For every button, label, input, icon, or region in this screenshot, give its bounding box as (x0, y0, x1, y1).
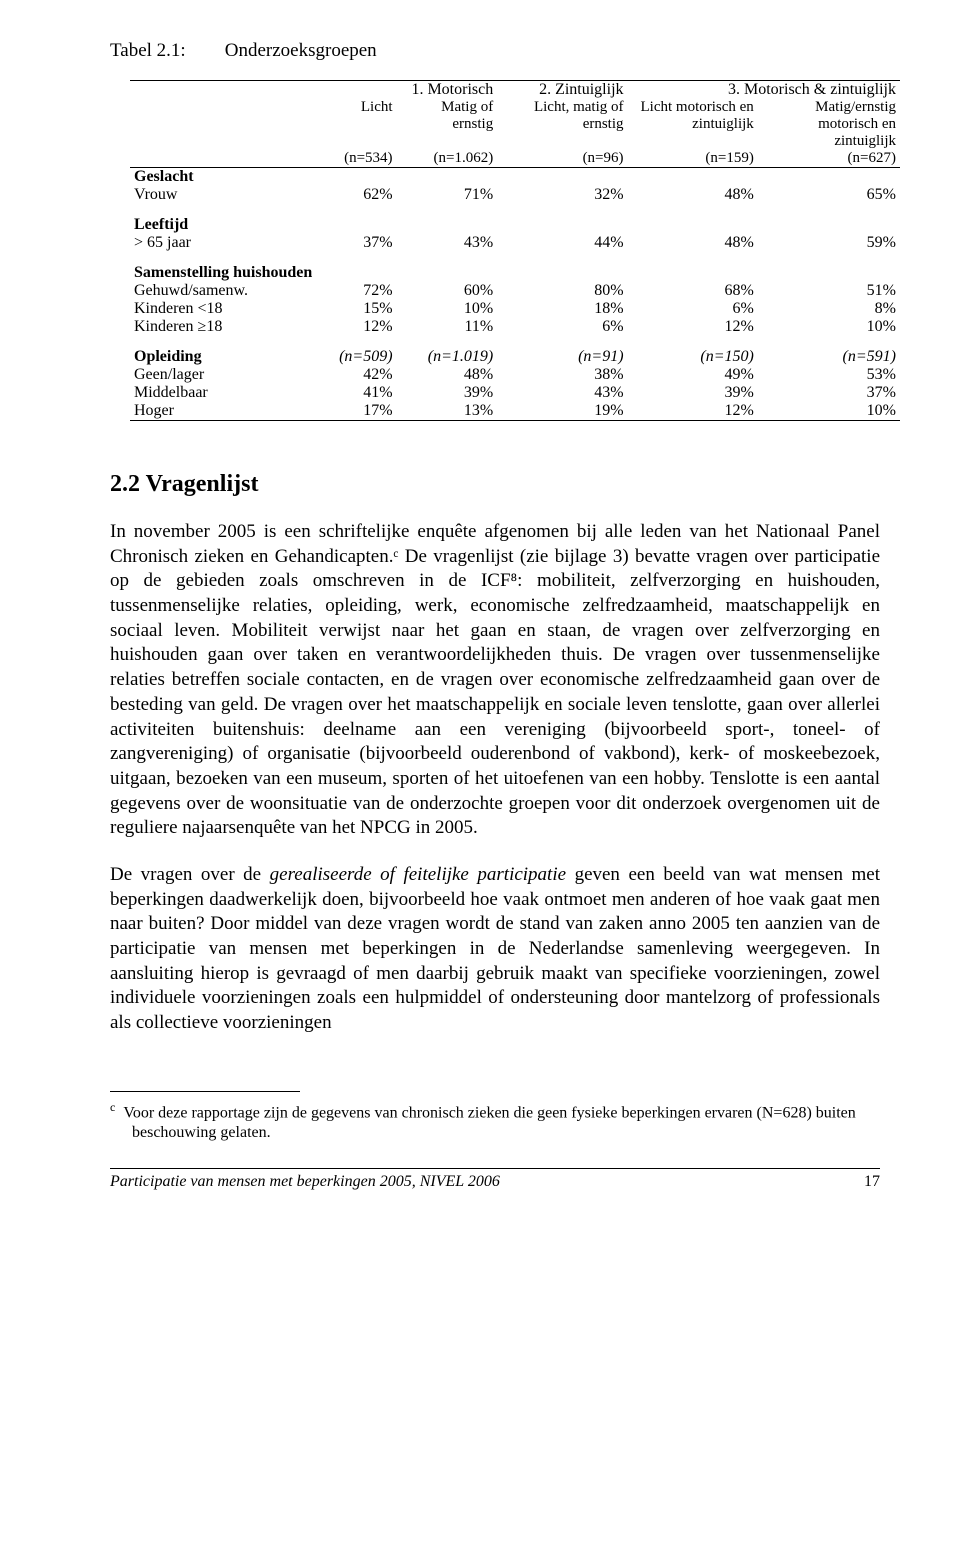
body-paragraph: In november 2005 is een schriftelijke en… (110, 520, 880, 841)
cell: 8% (758, 300, 900, 318)
row-label: Middelbaar (130, 384, 308, 402)
cell: 49% (628, 366, 758, 384)
row-header: Opleiding (130, 348, 308, 366)
row-label: Hoger (130, 402, 308, 421)
footnote: c Voor deze rapportage zijn de gegevens … (110, 1100, 880, 1143)
col-header: Licht motorisch en zintuiglijk (628, 99, 758, 150)
col-header: Licht (308, 99, 397, 150)
row-label: Kinderen <18 (130, 300, 308, 318)
footnote-mark: c (110, 1100, 115, 1114)
footer-left: Participatie van mensen met beperkingen … (110, 1173, 500, 1191)
cell: 37% (758, 384, 900, 402)
cell: 15% (308, 300, 397, 318)
cell: (n=1.019) (397, 348, 498, 366)
row-label: Kinderen ≥18 (130, 318, 308, 336)
cell: 68% (628, 282, 758, 300)
cell: (n=591) (758, 348, 900, 366)
cell: (n=91) (497, 348, 627, 366)
cell: 19% (497, 402, 627, 421)
cell: 32% (497, 186, 627, 204)
cell: 18% (497, 300, 627, 318)
col-header: Licht, matig of ernstig (497, 99, 627, 150)
group-header: 1. Motorisch (308, 81, 498, 100)
row-label: Geen/lager (130, 366, 308, 384)
col-header: Matig/ernstig motorisch en zintuiglijk (758, 99, 900, 150)
page-footer: Participatie van mensen met beperkingen … (110, 1168, 880, 1191)
n-cell: (n=627) (758, 150, 900, 168)
cell: (n=509) (308, 348, 397, 366)
cell: 71% (397, 186, 498, 204)
para-emphasis: gerealiseerde of feitelijke participatie (270, 864, 566, 885)
cell: 43% (397, 234, 498, 252)
cell: 48% (628, 186, 758, 204)
cell: 10% (397, 300, 498, 318)
n-cell: (n=1.062) (397, 150, 498, 168)
row-label: > 65 jaar (130, 234, 308, 252)
cell: 13% (397, 402, 498, 421)
group-header: 2. Zintuiglijk (497, 81, 627, 100)
group-header: 3. Motorisch & zintuiglijk (628, 81, 900, 100)
section-heading: 2.2 Vragenlijst (110, 471, 880, 498)
n-cell: (n=96) (497, 150, 627, 168)
table-number: Tabel 2.1: (110, 40, 220, 62)
cell: 48% (628, 234, 758, 252)
cell: 12% (628, 402, 758, 421)
cell: 12% (628, 318, 758, 336)
n-cell: (n=534) (308, 150, 397, 168)
row-header: Leeftijd (130, 216, 900, 234)
cell: 51% (758, 282, 900, 300)
cell: 41% (308, 384, 397, 402)
cell: 44% (497, 234, 627, 252)
cell: 42% (308, 366, 397, 384)
cell: 43% (497, 384, 627, 402)
row-header: Geslacht (130, 168, 900, 187)
cell: 39% (628, 384, 758, 402)
cell: 12% (308, 318, 397, 336)
cell: 37% (308, 234, 397, 252)
footnote-separator (110, 1091, 300, 1092)
cell: 65% (758, 186, 900, 204)
cell: 53% (758, 366, 900, 384)
col-header: Matig of ernstig (397, 99, 498, 150)
footnote-text: Voor deze rapportage zijn de gegevens va… (123, 1104, 855, 1141)
cell: 39% (397, 384, 498, 402)
table-caption: Tabel 2.1: Onderzoeksgroepen (110, 40, 880, 62)
body-paragraph: De vragen over de gerealiseerde of feite… (110, 863, 880, 1036)
page-number: 17 (864, 1173, 880, 1191)
cell: 59% (758, 234, 900, 252)
para-rest: geven een beeld van wat mensen met beper… (110, 864, 880, 1033)
row-label: Gehuwd/samenw. (130, 282, 308, 300)
row-label: Vrouw (130, 186, 308, 204)
cell: 60% (397, 282, 498, 300)
cell: (n=150) (628, 348, 758, 366)
cell: 17% (308, 402, 397, 421)
cell: 38% (497, 366, 627, 384)
table-caption-text: Onderzoeksgroepen (225, 40, 377, 61)
cell: 48% (397, 366, 498, 384)
cell: 80% (497, 282, 627, 300)
cell: 62% (308, 186, 397, 204)
cell: 72% (308, 282, 397, 300)
cell: 10% (758, 318, 900, 336)
cell: 6% (497, 318, 627, 336)
row-header: Samenstelling huishouden (130, 264, 900, 282)
cell: 6% (628, 300, 758, 318)
cell: 11% (397, 318, 498, 336)
cell: 10% (758, 402, 900, 421)
data-table: 1. Motorisch 2. Zintuiglijk 3. Motorisch… (130, 80, 900, 421)
n-cell: (n=159) (628, 150, 758, 168)
para-lead: De vragen over de (110, 864, 270, 885)
